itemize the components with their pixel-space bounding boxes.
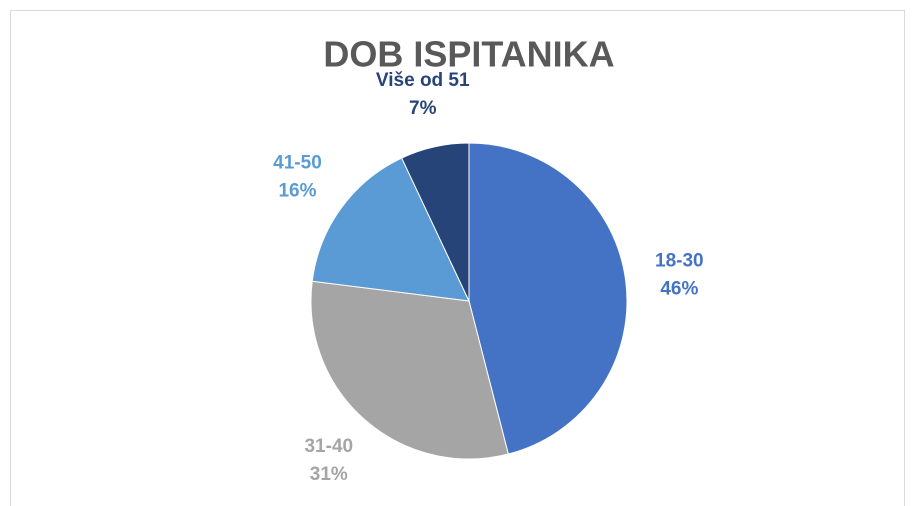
slice-value-label: 46% <box>660 278 698 299</box>
pie-slice <box>310 280 509 460</box>
slice-label: 31-40 <box>304 436 353 457</box>
pie-slice <box>468 142 628 455</box>
chart-title: DOB ISPITANIKA <box>323 34 614 75</box>
slice-label: 41-50 <box>273 152 322 173</box>
pie-slice <box>311 157 470 302</box>
slice-value-label: 16% <box>278 180 316 201</box>
slice-label: 18-30 <box>655 250 704 271</box>
slice-value-label: 7% <box>409 98 437 119</box>
pie-slice <box>401 142 470 302</box>
slice-value-label: 31% <box>310 464 348 485</box>
slice-label: Više od 51 <box>376 70 470 91</box>
